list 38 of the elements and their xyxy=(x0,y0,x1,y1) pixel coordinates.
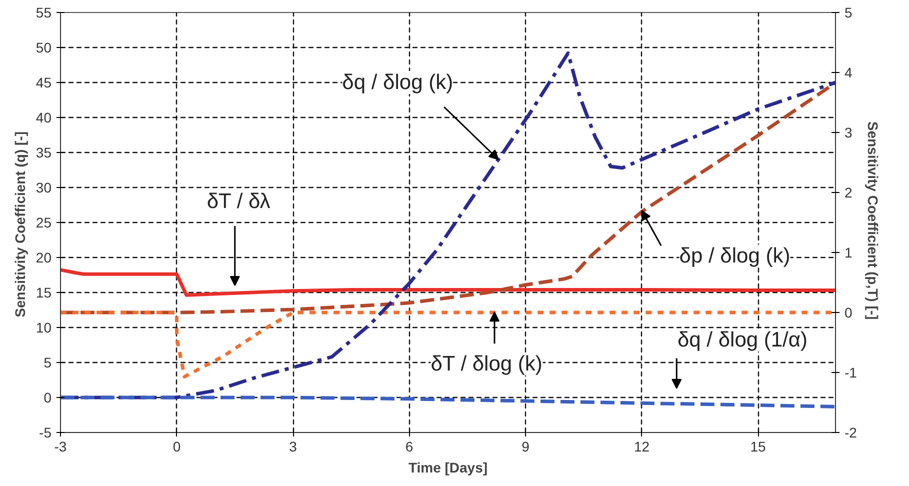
x-axis-title: Time [Days] xyxy=(408,460,488,476)
line-series xyxy=(60,396,836,408)
annotation: δT / δλ xyxy=(206,190,271,213)
x-tick-label: 15 xyxy=(750,438,766,454)
y-tick-label: -5 xyxy=(39,424,52,440)
x-tick-label: 3 xyxy=(289,438,298,454)
line-series xyxy=(60,268,836,297)
x-tick-label: 9 xyxy=(522,438,530,454)
y-tick-label: 0 xyxy=(44,390,52,406)
y2-tick-label: 2 xyxy=(844,184,852,200)
y-tick-label: 30 xyxy=(36,180,52,196)
y2-tick-label: 3 xyxy=(844,124,852,140)
x-tick-label: 0 xyxy=(172,438,181,454)
annotation: δq / δlog (1/α) xyxy=(677,328,808,352)
annotation: δT / δlog (k) xyxy=(430,352,542,376)
y2-tick-label: 4 xyxy=(844,64,852,80)
y2-tick-label: -1 xyxy=(844,364,858,380)
x-tick-label: 12 xyxy=(634,438,650,454)
y-tick-label: 40 xyxy=(36,110,52,126)
y-tick-label: 55 xyxy=(36,4,52,20)
y-tick-label: 15 xyxy=(36,284,52,300)
y2-tick-label: -2 xyxy=(844,424,858,440)
y-axis-title: Sensitivity Coefficient (q) [-] xyxy=(12,131,28,318)
y2-tick-label: 5 xyxy=(844,4,852,20)
y-tick-label: 45 xyxy=(36,74,52,90)
y-tick-label: 35 xyxy=(36,144,52,160)
annotation: δp / δlog (k) xyxy=(679,244,790,268)
y2-axis-title: Sensitivity Coefficient (p,T) [-] xyxy=(864,121,881,320)
y-tick-label: 20 xyxy=(36,250,52,266)
y2-tick-label: 0 xyxy=(844,304,852,320)
y-tick-label: 50 xyxy=(36,40,52,56)
annotation: δq / δlog (k) xyxy=(342,71,454,94)
y-tick-label: 5 xyxy=(44,354,52,370)
y-tick-label: 10 xyxy=(36,320,52,336)
y-tick-label: 25 xyxy=(36,214,52,230)
x-tick-label: 6 xyxy=(405,438,414,454)
x-tick-label: -3 xyxy=(54,438,67,454)
y2-tick-label: 1 xyxy=(844,244,852,260)
